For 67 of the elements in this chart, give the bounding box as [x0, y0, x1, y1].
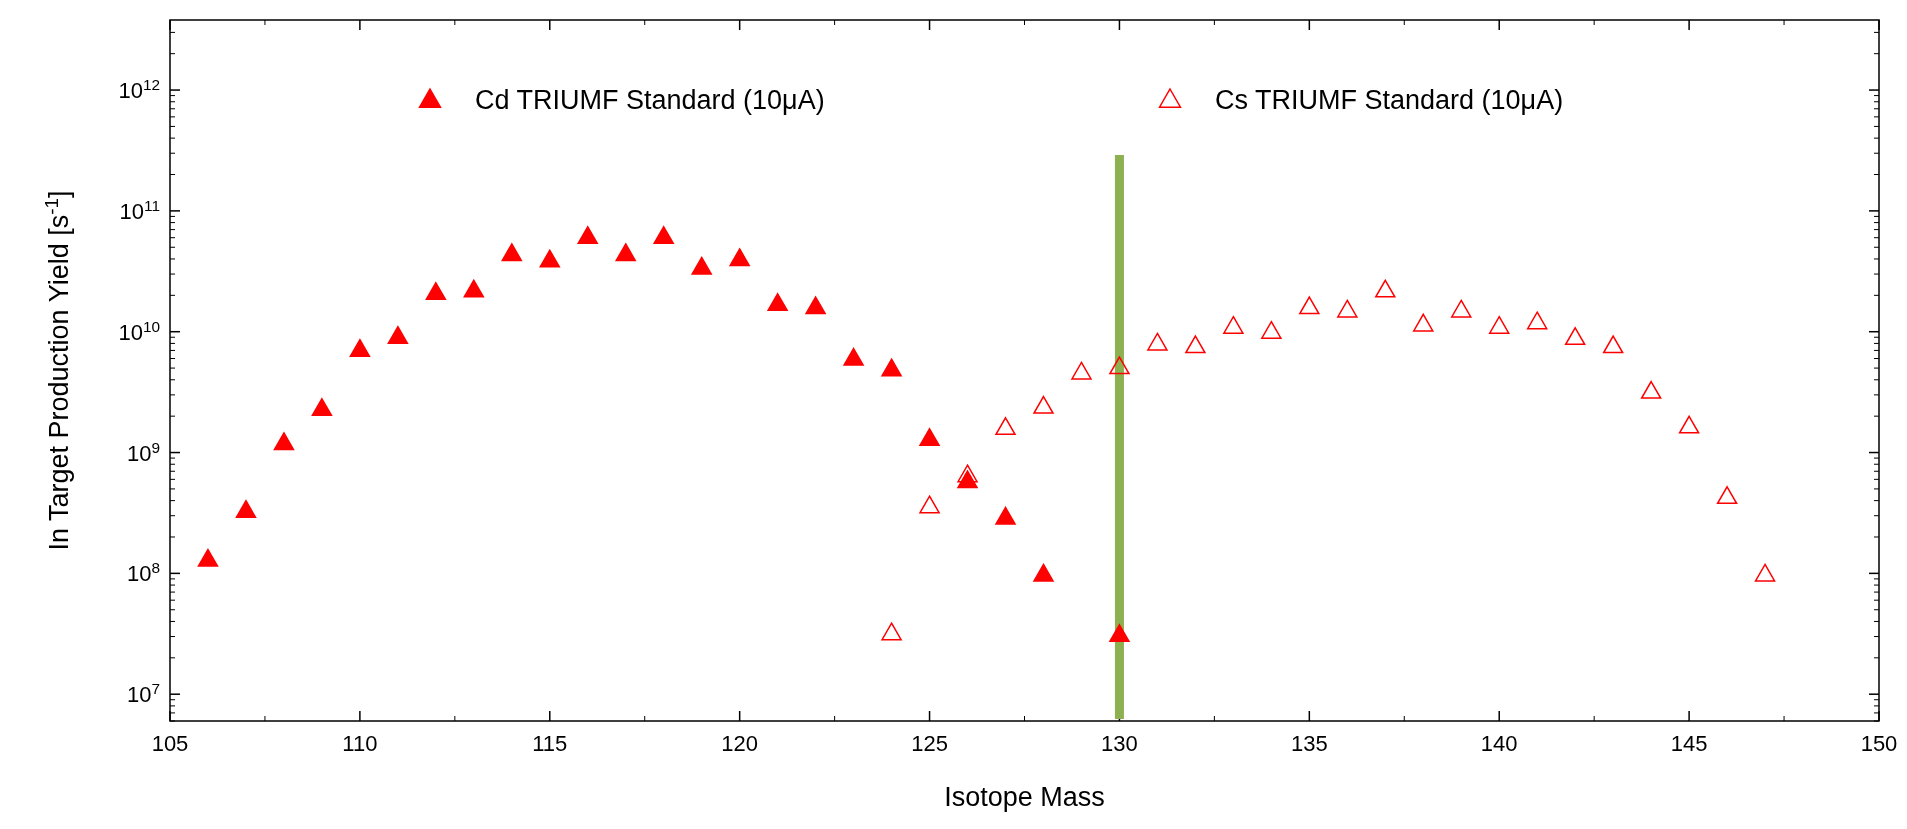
- legend-label: Cs TRIUMF Standard (10μA): [1215, 85, 1564, 115]
- point: [1337, 299, 1358, 318]
- point: [881, 622, 902, 641]
- point: [1261, 320, 1282, 339]
- point: [1033, 395, 1054, 414]
- point: [539, 249, 561, 268]
- point: [1375, 279, 1396, 298]
- point: [1716, 486, 1738, 505]
- point: [1526, 311, 1548, 330]
- point: [767, 293, 788, 312]
- x-tick-label: 110: [342, 731, 378, 756]
- y-tick-label: 10$^{7}$: [126, 679, 160, 708]
- point: [653, 226, 674, 245]
- point: [843, 347, 864, 366]
- point: [1223, 315, 1244, 334]
- point: [729, 248, 750, 267]
- x-tick-label: 125: [911, 731, 948, 756]
- point: [1450, 299, 1472, 318]
- point: [1413, 313, 1434, 332]
- point: [577, 226, 599, 245]
- point: [881, 358, 902, 377]
- x-tick-label: 145: [1670, 731, 1708, 756]
- x-tick-label: 135: [1290, 731, 1328, 756]
- point: [1147, 332, 1168, 351]
- x-tick-label: 130: [1101, 731, 1138, 756]
- point: [1185, 335, 1206, 354]
- point: [615, 243, 636, 262]
- point: [957, 470, 978, 489]
- point: [1488, 315, 1510, 334]
- x-tick-label: 105: [151, 731, 189, 756]
- x-tick-label: 140: [1480, 731, 1518, 756]
- point: [995, 506, 1016, 525]
- point: [1678, 415, 1700, 434]
- y-tick-label: 10$^{8}$: [126, 558, 160, 587]
- point: [995, 417, 1016, 436]
- x-tick-label: 115: [532, 731, 568, 756]
- x-axis-title: Isotope Mass: [944, 782, 1105, 812]
- point: [197, 548, 219, 567]
- point: [1640, 380, 1662, 399]
- point: [463, 279, 485, 298]
- x-tick-label: 150: [1860, 731, 1898, 756]
- point: [1564, 327, 1586, 346]
- point: [311, 398, 333, 417]
- point: [1109, 624, 1130, 643]
- point: [425, 282, 447, 301]
- y-tick-label: 10$^{11}$: [119, 196, 160, 224]
- point: [1299, 296, 1320, 315]
- point: [235, 499, 257, 518]
- point: [957, 464, 978, 483]
- point: [805, 296, 826, 315]
- point: [919, 428, 940, 447]
- point: [1033, 563, 1054, 582]
- point: [691, 256, 712, 275]
- y-tick-label: 10$^{10}$: [118, 317, 160, 345]
- point: [1109, 356, 1130, 375]
- point: [919, 495, 940, 514]
- point: [1071, 361, 1092, 380]
- point: [1754, 563, 1776, 582]
- point: [349, 338, 371, 357]
- point: [387, 325, 409, 344]
- legend-label: Cd TRIUMF Standard (10μA): [475, 85, 825, 115]
- point: [501, 243, 523, 262]
- point: [1602, 335, 1624, 354]
- point: [273, 432, 295, 451]
- y-tick-label: 10$^{9}$: [126, 438, 160, 466]
- y-tick-label: 10$^{12}$: [118, 75, 160, 104]
- x-tick-label: 120: [721, 731, 759, 756]
